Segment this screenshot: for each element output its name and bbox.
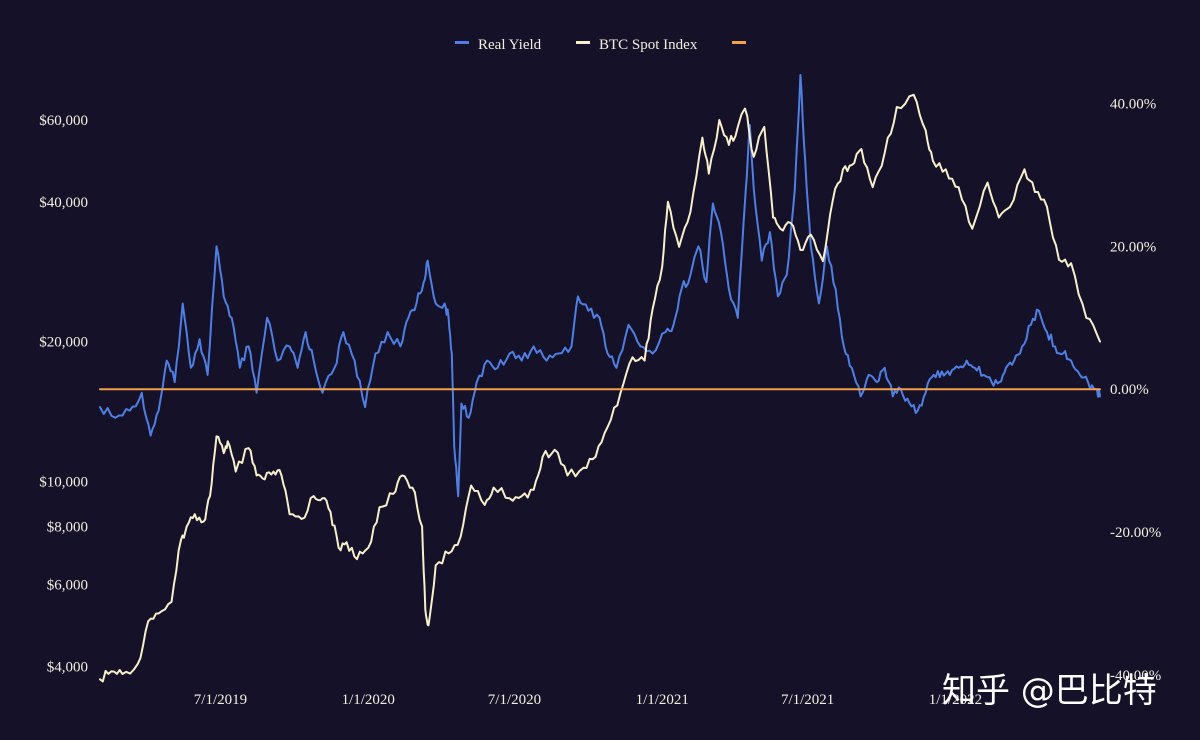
- legend: Real Yield BTC Spot Index: [455, 37, 746, 53]
- x-tick-label: 1/1/2020: [342, 692, 395, 708]
- y-left-tick-label: $10,000: [39, 474, 88, 490]
- legend-swatch: [732, 41, 746, 44]
- x-tick-label: 7/1/2021: [781, 692, 834, 708]
- x-axis: 7/1/2019 1/1/2020 7/1/2020 1/1/2021 7/1/2021…: [194, 692, 982, 708]
- x-tick-label: 1/1/2021: [636, 692, 689, 708]
- real-yield-line: [99, 74, 1101, 498]
- y-right-tick-label: 40.00%: [1110, 97, 1156, 113]
- x-tick-label: 7/1/2020: [488, 692, 541, 708]
- y-left-tick-label: $6,000: [47, 577, 88, 593]
- y-right-tick-label: 20.00%: [1110, 239, 1156, 255]
- legend-swatch: [576, 41, 590, 44]
- y-left-tick-label: $20,000: [39, 335, 88, 351]
- y-left-tick-label: $60,000: [39, 113, 88, 129]
- y-right-tick-label: 0.00%: [1110, 382, 1149, 398]
- y-left-tick-label: $4,000: [47, 659, 88, 675]
- x-tick-label: 1/1/2022: [929, 692, 982, 708]
- legend-swatch: [455, 41, 469, 44]
- y-left-tick-label: $40,000: [39, 195, 88, 211]
- legend-label: Real Yield: [478, 37, 542, 53]
- x-tick-label: 7/1/2019: [194, 692, 247, 708]
- plot-area: [99, 74, 1101, 683]
- y-left-tick-label: $8,000: [47, 519, 88, 535]
- btc-spot-index-line: [99, 93, 1101, 683]
- y-right-tick-label: -20.00%: [1110, 525, 1161, 541]
- watermark-text: 知乎 @巴比特: [942, 671, 1157, 711]
- y-right-tick-label: -40.00%: [1110, 668, 1161, 684]
- y-axis-right: 40.00% 20.00% 0.00% -20.00% -40.00%: [1110, 97, 1161, 684]
- y-axis-left: $4,000 $6,000 $8,000 $10,000 $20,000 $40,000 $…: [39, 113, 88, 675]
- legend-label: BTC Spot Index: [599, 37, 698, 53]
